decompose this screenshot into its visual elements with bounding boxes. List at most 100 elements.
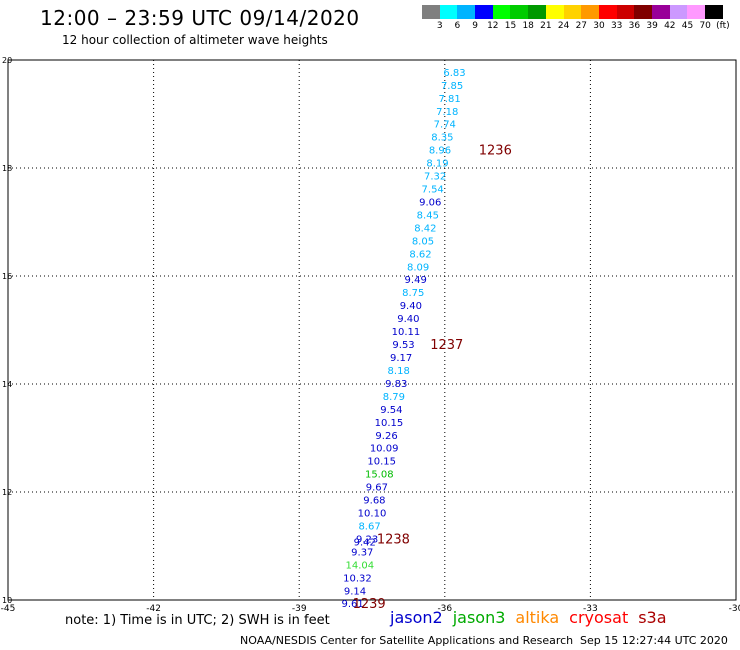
- wave-height-label: 8.45: [417, 210, 439, 221]
- color-swatch: [705, 5, 723, 19]
- color-swatch: [528, 5, 546, 19]
- color-scale-label: (ft): [716, 21, 730, 31]
- color-swatch: [422, 5, 440, 19]
- wave-height-label: 9.68: [363, 496, 385, 507]
- wave-height-label: 10.32: [343, 573, 372, 584]
- wave-height-label: 7.81: [439, 94, 461, 105]
- y-tick-label: 12: [2, 488, 12, 497]
- color-scale-label: 12: [487, 21, 499, 31]
- legend-entry: jason2: [390, 608, 443, 627]
- wave-height-label: 10.11: [392, 327, 421, 338]
- legend-entry: jason3: [452, 608, 506, 627]
- satellite-legend: jason2 jason3 altika cryosat s3a: [390, 608, 677, 627]
- color-scale-label: 70: [699, 21, 711, 31]
- generated-timestamp: Sep 15 12:27:44 UTC 2020: [580, 634, 728, 647]
- wave-height-label: 8.05: [412, 236, 434, 247]
- color-scale-label: 9: [472, 21, 478, 31]
- color-swatch: [439, 5, 458, 19]
- color-swatch: [581, 5, 599, 19]
- x-tick-label: -45: [1, 604, 16, 614]
- legend-entry: cryosat: [569, 608, 629, 627]
- color-swatch: [457, 5, 476, 19]
- wave-height-label: 10.09: [370, 444, 399, 455]
- x-tick-label: -42: [146, 604, 161, 614]
- legend-entry: altika: [515, 608, 560, 627]
- wave-height-label: 10.15: [375, 418, 404, 429]
- color-swatch: [563, 5, 582, 19]
- wave-height-label: 10.10: [358, 509, 387, 520]
- wave-height-label: 7.18: [436, 107, 458, 118]
- time-label: 1236: [479, 144, 512, 159]
- chart-title: 12:00 – 23:59 UTC 09/14/2020: [40, 6, 360, 30]
- wave-height-label: 9.53: [392, 340, 414, 351]
- legend-entry: s3a: [638, 608, 667, 627]
- wave-height-label: 9.37: [351, 547, 373, 558]
- color-swatch: [545, 5, 564, 19]
- wave-height-label: 9.17: [390, 353, 412, 364]
- wave-height-label: 9.49: [405, 275, 427, 286]
- wave-height-label: 8.35: [431, 133, 453, 144]
- wave-height-label: 6.83: [443, 68, 465, 79]
- color-scale-label: 15: [504, 21, 517, 31]
- time-label: 1239: [353, 597, 386, 612]
- color-swatch: [687, 5, 705, 19]
- color-swatch: [492, 5, 511, 19]
- color-swatch: [669, 5, 688, 19]
- wave-height-label: 14.04: [346, 560, 375, 571]
- color-scale-label: 24: [557, 21, 570, 31]
- wave-height-label: 9.42: [354, 538, 376, 549]
- wave-height-label: 10.15: [367, 457, 396, 468]
- wave-height-label: 9.61: [341, 599, 363, 610]
- time-label: 1238: [377, 532, 410, 547]
- color-scale-label: 27: [575, 21, 588, 31]
- color-swatch: [598, 5, 617, 19]
- x-tick-label: -33: [583, 604, 598, 614]
- wave-height-label: 8.18: [388, 366, 410, 377]
- color-scale-bar: [422, 5, 723, 19]
- color-swatch: [475, 5, 493, 19]
- color-swatch: [616, 5, 635, 19]
- wave-height-label: 7.32: [424, 172, 446, 183]
- wave-height-label: 8.79: [383, 392, 405, 403]
- credit-text: NOAA/NESDIS Center for Satellite Applica…: [240, 634, 574, 647]
- wave-height-label: 8.75: [402, 288, 424, 299]
- wave-height-label: 9.83: [385, 379, 407, 390]
- wave-height-label: 7.54: [422, 185, 444, 196]
- wave-height-label: 9.06: [419, 197, 441, 208]
- color-scale-label: 42: [664, 21, 676, 31]
- y-tick-label: 20: [2, 56, 12, 65]
- color-scale-label: 33: [610, 21, 623, 31]
- y-tick-label: 14: [2, 380, 12, 389]
- y-tick-label: 18: [2, 164, 12, 173]
- plot-frame: [7, 59, 737, 601]
- wave-height-label: 9.54: [380, 405, 402, 416]
- wave-height-label: 15.08: [365, 470, 394, 481]
- wave-height-label: 8.42: [414, 223, 436, 234]
- wave-height-label: 9.14: [344, 586, 366, 597]
- y-tick-label: 16: [2, 272, 12, 281]
- wave-height-label: 8.96: [429, 146, 451, 157]
- wave-height-label: 7.74: [434, 120, 456, 131]
- color-scale-label: 30: [593, 21, 605, 31]
- wave-height-label: 9.40: [397, 314, 419, 325]
- x-tick-label: -36: [437, 604, 452, 614]
- color-scale-label: 6: [454, 21, 461, 31]
- color-swatch: [634, 5, 652, 19]
- color-scale-label: 3: [436, 21, 443, 31]
- wave-height-label: 9.26: [375, 431, 397, 442]
- wave-height-label: 8.19: [426, 159, 448, 170]
- wave-height-label: 8.62: [409, 249, 431, 260]
- color-swatch: [510, 5, 529, 19]
- wave-height-label: 9.23: [356, 534, 378, 545]
- wave-height-label: 7.85: [441, 81, 463, 92]
- chart-subtitle: 12 hour collection of altimeter wave hei…: [62, 33, 328, 47]
- y-tick-label: 10: [2, 596, 12, 605]
- color-scale-label: 45: [681, 21, 694, 31]
- color-scale-label: 39: [646, 21, 658, 31]
- wave-height-label: 9.67: [366, 483, 388, 494]
- color-swatch: [651, 5, 670, 19]
- color-scale-label: 36: [628, 21, 641, 31]
- wave-height-label: 8.67: [358, 521, 380, 532]
- x-tick-label: -39: [292, 604, 307, 614]
